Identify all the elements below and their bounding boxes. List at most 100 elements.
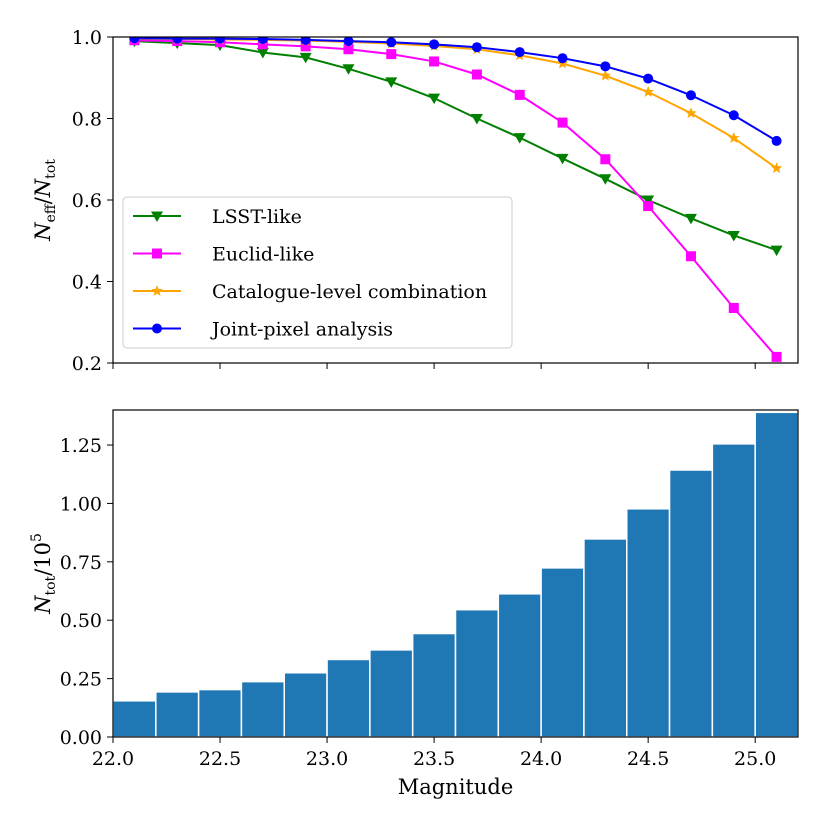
- bottom-histogram-panel: 0.00 0.25 0.50 0.75 1.00 1.25 22.0 22.5 23.0 23.5…: [29, 409, 799, 799]
- data-point: [129, 37, 140, 44]
- data-point: [514, 47, 525, 58]
- x-axis-label: Magnitude: [398, 775, 514, 799]
- data-point: [514, 89, 525, 100]
- x-tick-label: 23.5: [413, 748, 455, 770]
- data-point: [429, 39, 440, 50]
- top-line-panel: 0.2 0.4 0.6 0.8 1.0 Neff/Ntot LSST-like Euclid-…: [31, 27, 799, 375]
- legend-marker: [152, 248, 162, 259]
- legend-marker: [151, 211, 163, 222]
- data-point: [342, 64, 355, 75]
- data-point: [556, 153, 569, 165]
- data-point: [643, 201, 654, 212]
- histogram-bar: [754, 411, 799, 738]
- data-point: [471, 42, 482, 53]
- data-point: [600, 154, 611, 165]
- data-point: [642, 86, 654, 97]
- y-tick-label: 1.0: [72, 27, 102, 49]
- x-tick-label: 23.0: [306, 748, 348, 770]
- data-point: [642, 195, 655, 206]
- data-point: [256, 47, 269, 59]
- histogram-bar: [626, 508, 671, 738]
- histogram-bar: [540, 567, 585, 738]
- data-point: [557, 117, 568, 128]
- axes-frame: [112, 409, 799, 738]
- data-point: [684, 213, 697, 225]
- histogram-bar: [155, 691, 200, 738]
- y-tick-label: 0.2: [72, 353, 102, 375]
- legend-label: LSST-like: [212, 206, 302, 228]
- series-line: [134, 37, 778, 142]
- histogram-bar: [497, 593, 542, 738]
- legend-marker: [152, 323, 162, 334]
- data-point: [257, 37, 268, 45]
- data-point: [215, 37, 226, 44]
- data-point: [728, 132, 740, 143]
- histogram-bar: [283, 672, 328, 738]
- series-lsst-like: [128, 37, 783, 257]
- series-joint-pixel-analysis: [129, 37, 782, 146]
- data-point: [685, 251, 696, 262]
- histogram-bar: [711, 443, 756, 738]
- legend-label: Euclid-like: [212, 244, 314, 266]
- legend-box: [122, 196, 513, 349]
- histogram-bar: [326, 658, 371, 738]
- y-axis-label: Neff/Ntot: [31, 159, 59, 242]
- legend-label: Joint-pixel analysis: [210, 319, 393, 341]
- histogram-bar: [411, 632, 457, 738]
- data-point: [343, 44, 354, 55]
- x-tick-label: 25.0: [734, 748, 776, 770]
- bars-group: [112, 411, 799, 738]
- data-point: [429, 56, 440, 67]
- x-tick-label: 24.5: [627, 748, 669, 770]
- data-point: [600, 61, 611, 72]
- data-point: [300, 37, 311, 45]
- data-point: [599, 174, 612, 185]
- series-group: [128, 37, 783, 362]
- y-tick-label: 0.00: [60, 727, 102, 749]
- data-point: [513, 133, 526, 144]
- data-point: [728, 302, 739, 313]
- data-point: [471, 69, 482, 80]
- histogram-bar: [454, 608, 500, 738]
- data-point: [770, 245, 783, 257]
- data-point: [557, 53, 568, 64]
- legend-entry: LSST-like: [133, 206, 302, 228]
- data-point: [172, 37, 183, 44]
- series-catalogue-level-combination: [128, 37, 783, 174]
- data-point: [685, 90, 696, 101]
- data-point: [771, 351, 782, 362]
- data-point: [386, 37, 397, 48]
- data-point: [385, 77, 398, 88]
- y-tick-label: 0.50: [60, 610, 102, 632]
- y-axis-label: Ntot/105: [29, 533, 59, 615]
- y-tick-label: 0.25: [60, 669, 102, 691]
- y-tick-label: 0.8: [72, 109, 102, 131]
- x-tick-label: 22.5: [199, 748, 241, 770]
- y-tick-label: 0.6: [72, 190, 102, 212]
- y-tick-label: 0.4: [72, 272, 102, 294]
- data-point: [300, 41, 311, 52]
- x-tick-label: 22.0: [92, 748, 134, 770]
- y-tick-label: 1.25: [60, 435, 102, 457]
- histogram-bar: [583, 538, 628, 738]
- data-point: [728, 110, 739, 121]
- x-tick-label: 24.0: [520, 748, 562, 770]
- data-point: [727, 230, 740, 242]
- data-point: [386, 49, 397, 60]
- data-point: [599, 69, 612, 81]
- legend-entry: Catalogue-level combination: [133, 281, 487, 303]
- data-point: [428, 93, 441, 105]
- series-line: [134, 39, 778, 358]
- data-point: [770, 162, 783, 174]
- data-point: [643, 73, 654, 84]
- histogram-bar: [240, 680, 285, 738]
- data-point: [257, 39, 268, 50]
- data-point: [299, 52, 312, 64]
- histogram-bar: [369, 649, 414, 738]
- legend-marker: [151, 285, 163, 296]
- histogram-bar: [112, 700, 157, 738]
- histogram-bar: [197, 688, 243, 738]
- y-tick-label: 0.75: [60, 552, 102, 574]
- data-point: [771, 135, 782, 146]
